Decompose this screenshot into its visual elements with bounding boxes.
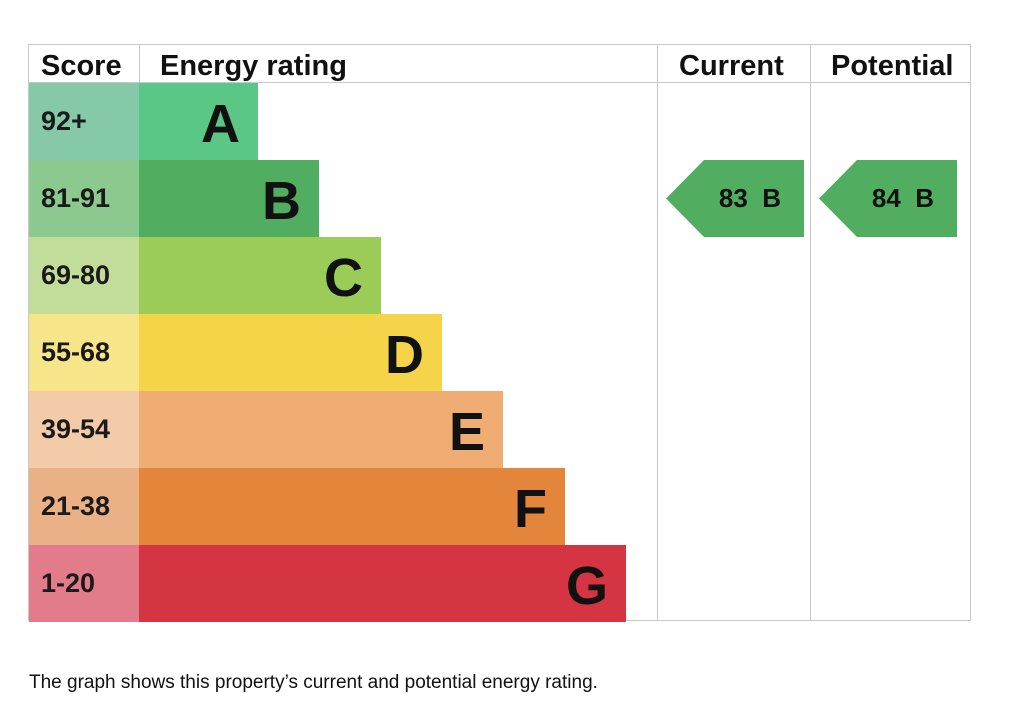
band-score: 69-80 (29, 237, 139, 314)
band-bar: E (139, 391, 503, 468)
band-letter: B (262, 171, 301, 231)
current-rating-arrow: 83 B (666, 160, 804, 237)
current-arrow-shape (666, 160, 804, 237)
potential-column-divider (810, 45, 811, 620)
header-current: Current (679, 50, 784, 82)
band-letter: F (514, 479, 547, 539)
header-divider (29, 82, 970, 83)
band-letter: D (385, 325, 424, 385)
score-column-divider (139, 45, 140, 83)
band-letter: G (565, 556, 608, 616)
header-score: Score (41, 50, 122, 82)
current-rating-label: 83 B (718, 183, 782, 213)
band-bar: A (139, 83, 258, 160)
potential-arrow-shape (819, 160, 957, 237)
band-score: 55-68 (29, 314, 139, 391)
band-score: 92+ (29, 83, 139, 160)
band-letter: A (201, 94, 240, 154)
band-letter: E (448, 402, 485, 462)
band-bar: D (139, 314, 442, 391)
band-bar: G (139, 545, 626, 622)
band-score: 81-91 (29, 160, 139, 237)
potential-rating-arrow: 84 B (819, 160, 957, 237)
band-score: 39-54 (29, 391, 139, 468)
chart-caption: The graph shows this property’s current … (29, 672, 598, 693)
band-bar: F (139, 468, 565, 545)
current-column-divider (657, 45, 658, 620)
energy-rating-chart: Score Energy rating Current Potential 92… (28, 44, 971, 622)
potential-rating-label: 84 B (871, 183, 935, 213)
band-score: 21-38 (29, 468, 139, 545)
header-energy-rating: Energy rating (160, 50, 347, 82)
header-potential: Potential (831, 50, 954, 82)
band-bar: C (139, 237, 381, 314)
band-bar: B (139, 160, 319, 237)
band-letter: C (324, 248, 363, 308)
band-score: 1-20 (29, 545, 139, 622)
